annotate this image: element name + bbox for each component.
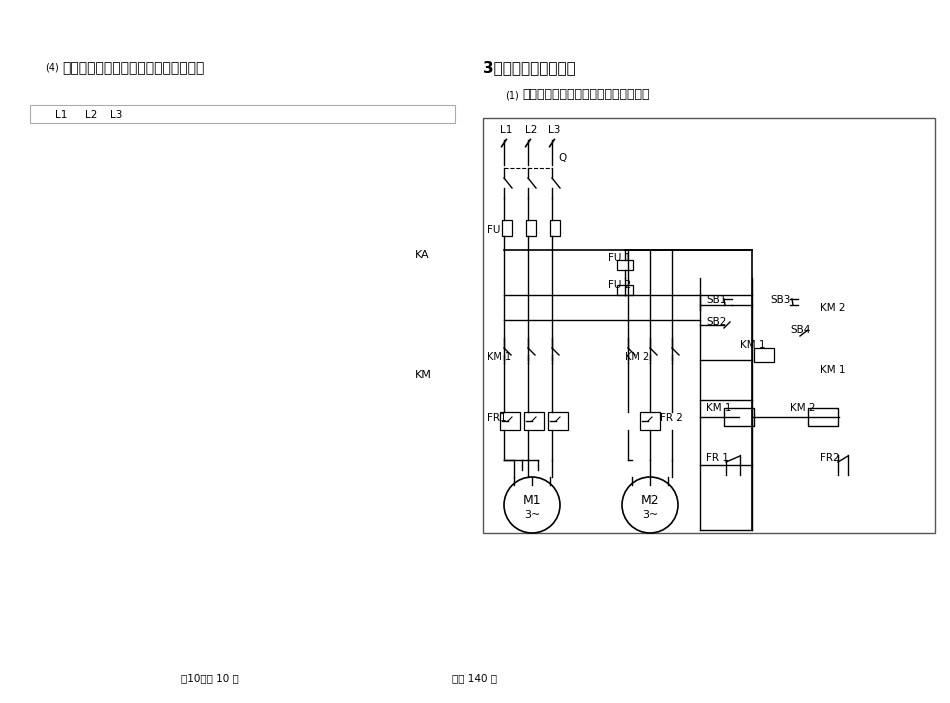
Text: Q: Q xyxy=(558,153,566,163)
Text: FR1: FR1 xyxy=(487,413,506,423)
Text: SB2: SB2 xyxy=(706,317,727,327)
Text: M1: M1 xyxy=(522,494,541,506)
Text: L1: L1 xyxy=(500,125,512,135)
Text: KA: KA xyxy=(415,250,429,260)
Bar xyxy=(724,408,754,426)
Text: 3、接次起停把握电路: 3、接次起停把握电路 xyxy=(483,60,576,75)
Text: 3~: 3~ xyxy=(642,510,658,520)
Text: FU 2: FU 2 xyxy=(608,280,631,290)
Bar xyxy=(30,105,455,123)
Bar xyxy=(550,220,560,236)
Text: FR2: FR2 xyxy=(820,453,840,463)
Text: 3~: 3~ xyxy=(523,510,541,520)
Text: (4): (4) xyxy=(45,63,59,73)
Bar xyxy=(548,412,568,430)
Bar xyxy=(754,348,774,362)
Text: L2: L2 xyxy=(525,125,538,135)
Bar xyxy=(808,408,838,426)
Bar xyxy=(500,412,520,430)
Text: FU 1: FU 1 xyxy=(608,253,631,263)
Text: KM 1: KM 1 xyxy=(706,403,732,413)
Text: KM 2: KM 2 xyxy=(820,303,846,313)
Bar xyxy=(483,118,935,533)
Text: M2: M2 xyxy=(640,494,659,506)
Text: KM: KM xyxy=(415,370,432,380)
Bar xyxy=(640,412,660,430)
Text: KM 2: KM 2 xyxy=(790,403,815,413)
Bar xyxy=(526,220,536,236)
Text: L2: L2 xyxy=(85,110,97,120)
Text: FR 2: FR 2 xyxy=(660,413,683,423)
Text: 中间继电器把握的点动、长动把握电路: 中间继电器把握的点动、长动把握电路 xyxy=(62,61,204,75)
Text: L3: L3 xyxy=(110,110,123,120)
Text: L3: L3 xyxy=(548,125,560,135)
Text: SB1: SB1 xyxy=(706,295,727,305)
Bar xyxy=(524,412,544,430)
Text: 第10页共 10 页: 第10页共 10 页 xyxy=(181,673,238,683)
Text: 共印 140 份: 共印 140 份 xyxy=(452,673,498,683)
Text: FR 1: FR 1 xyxy=(706,453,729,463)
Bar xyxy=(617,285,633,295)
Text: SB4: SB4 xyxy=(790,325,810,335)
Text: KM 2: KM 2 xyxy=(625,352,649,362)
Text: KM 1: KM 1 xyxy=(820,365,846,375)
Text: KM 1: KM 1 xyxy=(740,340,766,350)
Text: (1): (1) xyxy=(505,90,519,100)
Bar xyxy=(617,260,633,270)
Text: 承受两个停顿按钮的接次起停把握电路: 承受两个停顿按钮的接次起停把握电路 xyxy=(522,89,650,101)
Text: FU: FU xyxy=(487,225,501,235)
Text: KM 1: KM 1 xyxy=(487,352,511,362)
Bar xyxy=(502,220,512,236)
Text: L1: L1 xyxy=(55,110,67,120)
Text: SB3: SB3 xyxy=(770,295,790,305)
